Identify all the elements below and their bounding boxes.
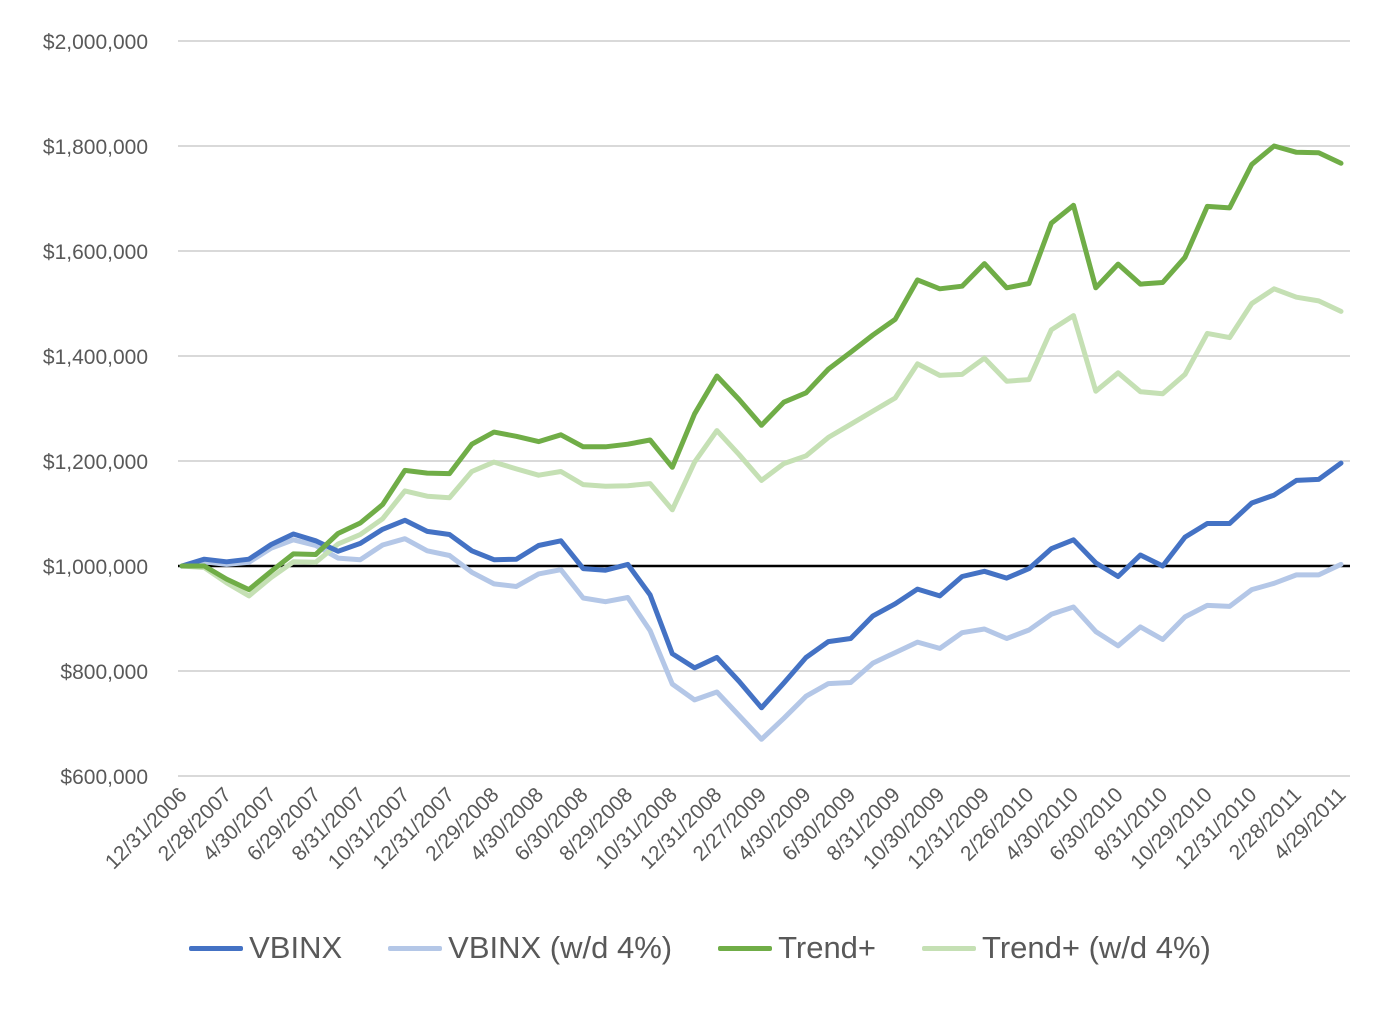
- legend-label: VBINX: [249, 930, 343, 965]
- legend-item-trend[interactable]: Trend+: [718, 930, 876, 966]
- legend-label: Trend+ (w/d 4%): [982, 930, 1211, 965]
- y-tick-label: $1,800,000: [43, 136, 148, 159]
- legend-item-trend-wd[interactable]: Trend+ (w/d 4%): [922, 930, 1211, 966]
- legend-swatch: [922, 945, 977, 951]
- y-axis-tick-labels: $600,000 $800,000 $1,000,000 $1,200,000 $1,4…: [43, 31, 148, 789]
- series-line-trend: [179, 143, 1344, 593]
- y-tick-label: $1,200,000: [43, 451, 148, 474]
- x-axis-tick-labels: 12/31/20062/28/20074/30/20076/29/20078/3…: [101, 783, 1351, 874]
- y-tick-label: $1,000,000: [43, 556, 148, 579]
- legend-label: VBINX (w/d 4%): [448, 930, 673, 965]
- legend: VBINX VBINX (w/d 4%) Trend+ Trend+ (w/d …: [0, 918, 1400, 978]
- legend-item-vbinx[interactable]: VBINX: [189, 930, 342, 966]
- y-tick-label: $2,000,000: [43, 31, 148, 54]
- series-lines: [179, 143, 1344, 742]
- legend-swatch: [189, 945, 244, 951]
- series-line-vbinx-w-d-4: [179, 536, 1344, 742]
- legend-item-vbinx-wd[interactable]: VBINX (w/d 4%): [388, 930, 672, 966]
- legend-swatch: [388, 945, 443, 951]
- legend-label: Trend+: [778, 930, 877, 965]
- series-line-vbinx: [179, 460, 1344, 711]
- y-tick-label: $1,400,000: [43, 346, 148, 369]
- y-tick-label: $800,000: [60, 661, 148, 684]
- y-tick-label: $1,600,000: [43, 241, 148, 264]
- legend-swatch: [718, 945, 773, 951]
- series-line-trend-w-d-4: [179, 286, 1344, 599]
- y-tick-label: $600,000: [60, 766, 148, 789]
- gridlines: [178, 40, 1350, 777]
